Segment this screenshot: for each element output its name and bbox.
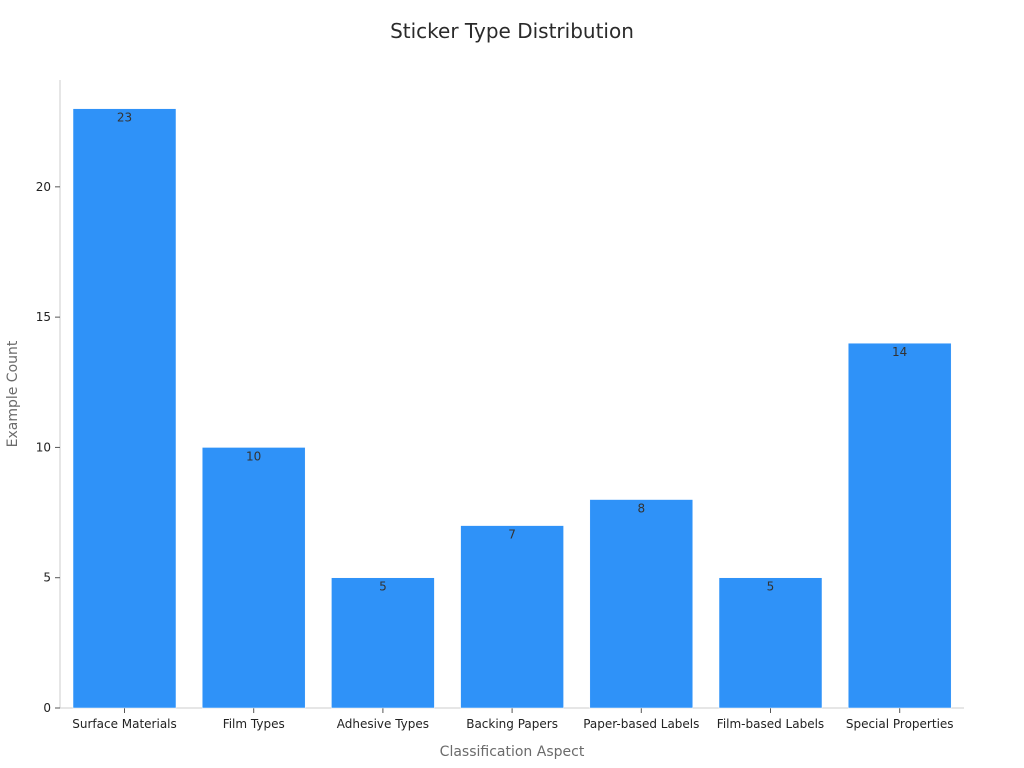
bar [589,499,694,709]
data-labels-group: 23 10 5 7 8 5 14 [117,111,907,594]
bar [201,447,306,709]
bar [847,342,952,709]
y-tick-label: 20 [36,180,51,194]
x-tick-label: Film-based Labels [717,717,824,731]
y-tick-label: 10 [36,440,51,454]
y-tick-label: 5 [43,571,51,585]
x-axis: Surface Materials Film Types Adhesive Type… [60,707,964,731]
bar [72,108,177,709]
bar-value-label: 5 [767,580,775,594]
bar-value-label: 10 [246,449,261,463]
y-axis-title: Example Count [5,340,21,447]
x-tick-label: Paper-based Labels [583,717,699,731]
bar [460,525,564,709]
bar [331,577,435,709]
bar-value-label: 8 [637,502,645,516]
bar-value-label: 14 [892,345,907,359]
x-tick-label: Adhesive Types [337,717,429,731]
bar [718,577,823,709]
bars-group [72,108,952,709]
y-tick-label: 0 [43,701,51,715]
y-tick-label: 15 [36,310,51,324]
chart-title: Sticker Type Distribution [390,19,634,43]
x-tick-label: Film Types [223,717,285,731]
x-tick-label: Special Properties [846,717,954,731]
x-tick-label: Backing Papers [466,717,558,731]
bar-value-label: 7 [508,528,516,542]
x-axis-title: Classification Aspect [440,744,585,760]
x-tick-label: Surface Materials [72,717,177,731]
bar-value-label: 5 [379,580,387,594]
y-axis: 0 5 10 15 20 [36,80,61,715]
bar-value-label: 23 [117,111,132,125]
